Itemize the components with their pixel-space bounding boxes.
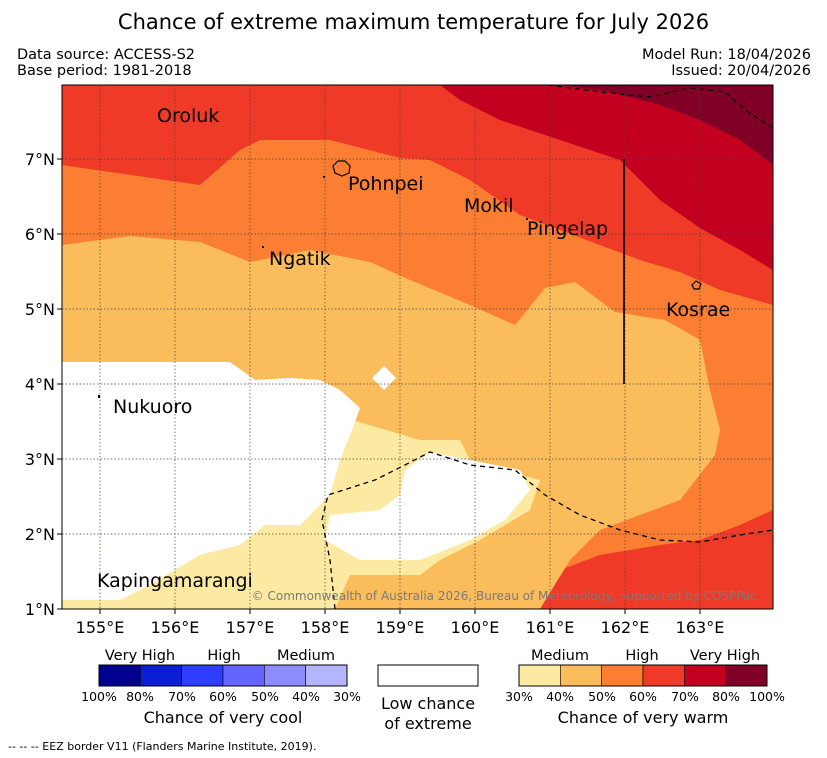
copyright-text: © Commonwealth of Australia 2026, Bureau… (252, 589, 757, 603)
label-kosrae: Kosrae (666, 299, 730, 321)
x-tick-label: 160°E (451, 618, 500, 637)
region-70-80 (440, 85, 773, 270)
warm-legend: Medium High Very High 30% 40% 50% 60% 70… (505, 648, 785, 727)
warm-colorbar-frame (518, 664, 768, 687)
eez-border (321, 85, 773, 609)
low-caption-line1: Low chance (381, 694, 475, 713)
cool-tick: 30% (333, 689, 361, 704)
x-tick-label: 156°E (151, 618, 200, 637)
label-oroluk: Oroluk (157, 105, 219, 127)
warm-swatch (642, 664, 685, 687)
y-tick-label: 7°N (25, 150, 55, 169)
model-run-block: Model Run: 18/04/2026 Issued: 20/04/2026 (642, 47, 811, 79)
axis-tick-marks (57, 158, 701, 614)
cool-tick: 100% (81, 689, 117, 704)
warm-tick: 100% (749, 689, 785, 704)
cool-swatch (264, 664, 306, 687)
probability-fill-layers (62, 85, 773, 609)
y-tick-label: 3°N (25, 450, 55, 469)
issued-date: Issued: 20/04/2026 (671, 63, 811, 79)
warm-label-very-high: Very High (690, 648, 760, 664)
x-tick-label: 163°E (676, 618, 725, 637)
cool-colorbar-frame (98, 664, 348, 687)
cool-tick: 80% (126, 689, 154, 704)
region-80-100 (560, 85, 773, 165)
gridlines (62, 85, 773, 609)
x-tick-label: 159°E (376, 618, 425, 637)
low-chance-swatch (377, 664, 479, 687)
label-pingelap: Pingelap (527, 218, 608, 240)
cool-swatch (305, 664, 348, 687)
low-chance-legend: Low chance of extreme (377, 664, 479, 733)
y-tick-label: 5°N (25, 300, 55, 319)
x-axis-labels: 155°E 156°E 157°E 158°E 159°E 160°E 161°… (76, 618, 725, 637)
model-run: Model Run: 18/04/2026 (641, 47, 811, 63)
chart-title: Chance of extreme maximum temperature fo… (117, 10, 710, 34)
cool-tick: 60% (209, 689, 237, 704)
x-tick-label: 161°E (526, 618, 575, 637)
low-caption-line2: of extreme (384, 714, 471, 733)
base-period: Base period: 1981-2018 (17, 63, 192, 79)
label-pohnpei: Pohnpei (348, 173, 424, 195)
warm-caption: Chance of very warm (558, 708, 729, 727)
cool-label-very-high: Very High (105, 648, 175, 664)
warm-colorbar (518, 664, 768, 687)
region-low-west (62, 362, 360, 555)
cool-swatch (181, 664, 224, 687)
data-source-block: Data source: ACCESS-S2 Base period: 1981… (17, 47, 195, 79)
x-tick-label: 158°E (301, 618, 350, 637)
eez-footnote: -- -- -- EEZ border V11 (Flanders Marine… (8, 740, 317, 753)
place-labels: Oroluk Pohnpei Mokil Pingelap Ngatik Kos… (97, 105, 730, 592)
data-source: Data source: ACCESS-S2 (17, 47, 196, 63)
cool-swatch (140, 664, 182, 687)
cool-tick-labels: 100% 80% 70% 60% 50% 40% 30% (81, 689, 361, 704)
y-tick-label: 4°N (25, 375, 55, 394)
warm-swatch (684, 664, 726, 687)
cool-legend: Very High High Medium 100% 80% 70% 60% 5… (81, 648, 361, 727)
label-kapingamarangi: Kapingamarangi (97, 570, 253, 592)
kosrae-island (691, 280, 702, 290)
cool-tick: 50% (251, 689, 279, 704)
cool-tick: 70% (168, 689, 196, 704)
warm-tick: 50% (588, 689, 616, 704)
warm-label-high: High (625, 648, 658, 664)
warm-swatch (725, 664, 768, 687)
warm-tick: 30% (505, 689, 533, 704)
label-mokil: Mokil (464, 195, 514, 217)
warm-swatch (560, 664, 602, 687)
atoll-dots (98, 176, 528, 398)
pohnpei-island (332, 160, 351, 177)
warm-tick-labels: 30% 40% 50% 60% 70% 80% 100% (505, 689, 785, 704)
cool-label-medium: Medium (277, 648, 335, 664)
region-low-central (325, 452, 530, 560)
map-frame (61, 84, 774, 610)
cool-colorbar (98, 664, 348, 687)
x-tick-label: 155°E (76, 618, 125, 637)
warm-swatch (518, 664, 561, 687)
island-outlines (332, 160, 702, 290)
x-tick-label: 162°E (601, 618, 650, 637)
cool-swatch (222, 664, 265, 687)
cool-label-high: High (207, 648, 240, 664)
warm-tick: 40% (546, 689, 574, 704)
label-ngatik: Ngatik (269, 248, 331, 270)
y-tick-label: 6°N (25, 225, 55, 244)
warm-label-medium: Medium (531, 648, 589, 664)
cool-caption: Chance of very cool (144, 708, 303, 727)
cool-tick: 40% (292, 689, 320, 704)
cool-swatch (98, 664, 141, 687)
y-tick-label: 2°N (25, 525, 55, 544)
label-nukuoro: Nukuoro (113, 396, 192, 418)
warm-tick: 70% (671, 689, 699, 704)
region-low-southwest (62, 545, 200, 600)
warm-swatch (601, 664, 644, 687)
x-tick-label: 157°E (226, 618, 275, 637)
warm-tick: 60% (629, 689, 657, 704)
y-axis-labels: 7°N 6°N 5°N 4°N 3°N 2°N 1°N (25, 150, 55, 619)
y-tick-label: 1°N (25, 600, 55, 619)
warm-tick: 80% (712, 689, 740, 704)
